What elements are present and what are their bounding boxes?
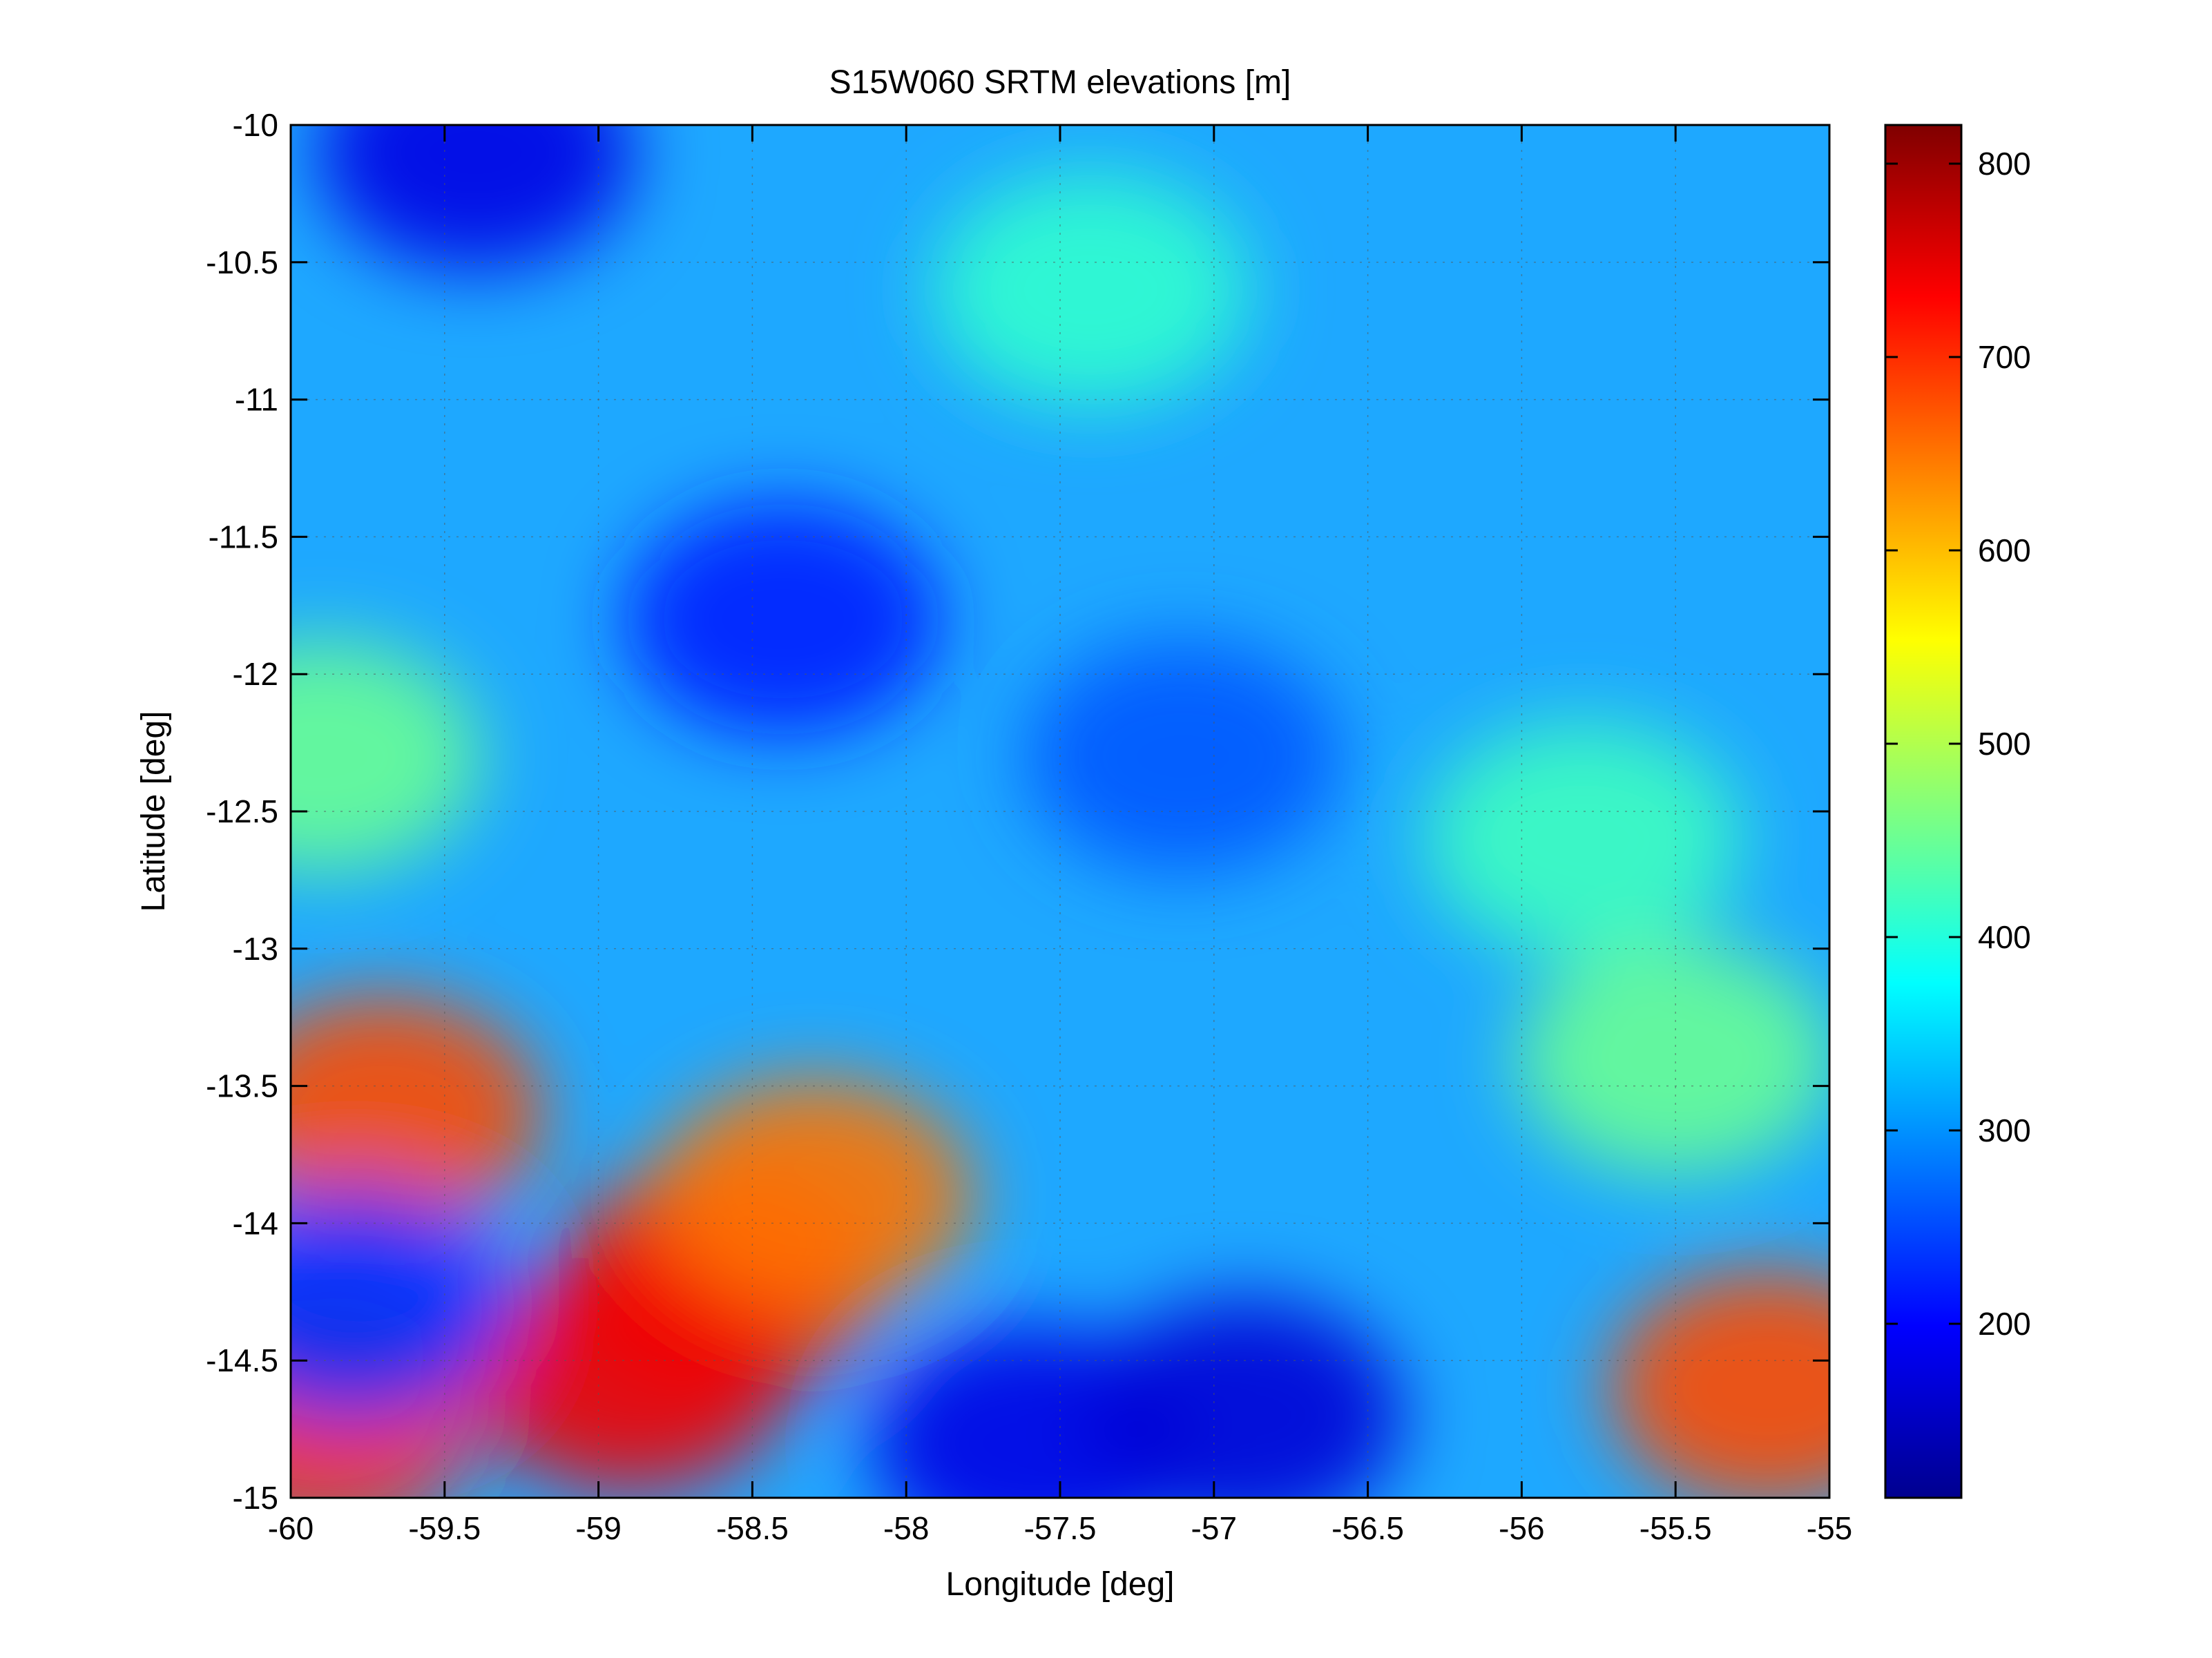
elevation-region	[1517, 941, 1829, 1176]
elevation-region	[655, 1078, 973, 1313]
x-tick-label: -58.5	[716, 1510, 789, 1546]
y-axis-ticks: -10 -10.5 -11 -11.5 -12 -12.5 -13 -13.5 -14 -14.5…	[206, 107, 1829, 1516]
elevation-region	[316, 125, 635, 270]
y-tick-label: -13	[233, 931, 278, 967]
y-tick-label: -15	[233, 1480, 278, 1516]
colorbar-tick-label: 700	[1978, 339, 2031, 375]
x-axis-label: Longitude [deg]	[946, 1566, 1175, 1603]
elevation-region	[1086, 1298, 1404, 1498]
colorbar-tick-label: 300	[1978, 1112, 2031, 1148]
elevation-region	[1608, 1271, 1829, 1498]
elevation-region	[624, 501, 942, 737]
x-tick-label: -56	[1499, 1510, 1544, 1546]
elevation-region	[291, 1188, 512, 1423]
y-tick-label: -12.5	[206, 793, 278, 829]
colorbar-gradient	[1884, 124, 1963, 1499]
y-axis-label: Latitude [deg]	[135, 711, 172, 912]
y-tick-label: -11	[235, 382, 278, 418]
x-tick-label: -56.5	[1331, 1510, 1404, 1546]
x-tick-label: -55	[1807, 1510, 1852, 1546]
grid-lines	[291, 125, 1829, 1498]
elevation-region	[291, 639, 481, 874]
elevation-region	[932, 172, 1250, 407]
y-tick-label: -14.5	[206, 1342, 278, 1378]
x-tick-label: -55.5	[1639, 1510, 1712, 1546]
y-tick-label: -14	[233, 1205, 278, 1241]
x-tick-label: -60	[268, 1510, 314, 1546]
colorbar-tick-label: 200	[1978, 1306, 2031, 1342]
y-tick-label: -10.5	[206, 244, 278, 280]
elevation-region	[1424, 721, 1742, 956]
x-tick-label: -57.5	[1024, 1510, 1097, 1546]
x-tick-label: -59	[575, 1510, 621, 1546]
y-tick-label: -12	[233, 656, 278, 692]
y-tick-label: -13.5	[206, 1068, 278, 1104]
x-tick-label: -58	[883, 1510, 929, 1546]
x-axis-ticks: -60 -59.5 -59 -58.5 -58 -57.5 -57 -56.5 -56 -55.5…	[268, 125, 1852, 1546]
elevation-heatmap	[291, 125, 1829, 1498]
x-tick-label: -59.5	[408, 1510, 481, 1546]
colorbar-tick-label: 400	[1978, 919, 2031, 955]
elevation-region	[291, 996, 542, 1231]
colorbar: 200 300 400 500 600 700 800	[1884, 124, 2031, 1499]
x-tick-label: -57	[1191, 1510, 1237, 1546]
colorbar-tick-label: 600	[1978, 532, 2031, 568]
elevation-region	[470, 1257, 789, 1492]
colorbar-tick-label: 500	[1978, 726, 2031, 762]
elevation-region	[1024, 639, 1343, 874]
colorbar-ticks: 200 300 400 500 600 700 800	[1885, 146, 2031, 1342]
colorbar-tick-label: 800	[1978, 146, 2031, 182]
chart-title: S15W060 SRTM elevations [m]	[829, 64, 1291, 101]
y-tick-label: -10	[233, 107, 278, 143]
y-tick-label: -11.5	[209, 519, 278, 555]
